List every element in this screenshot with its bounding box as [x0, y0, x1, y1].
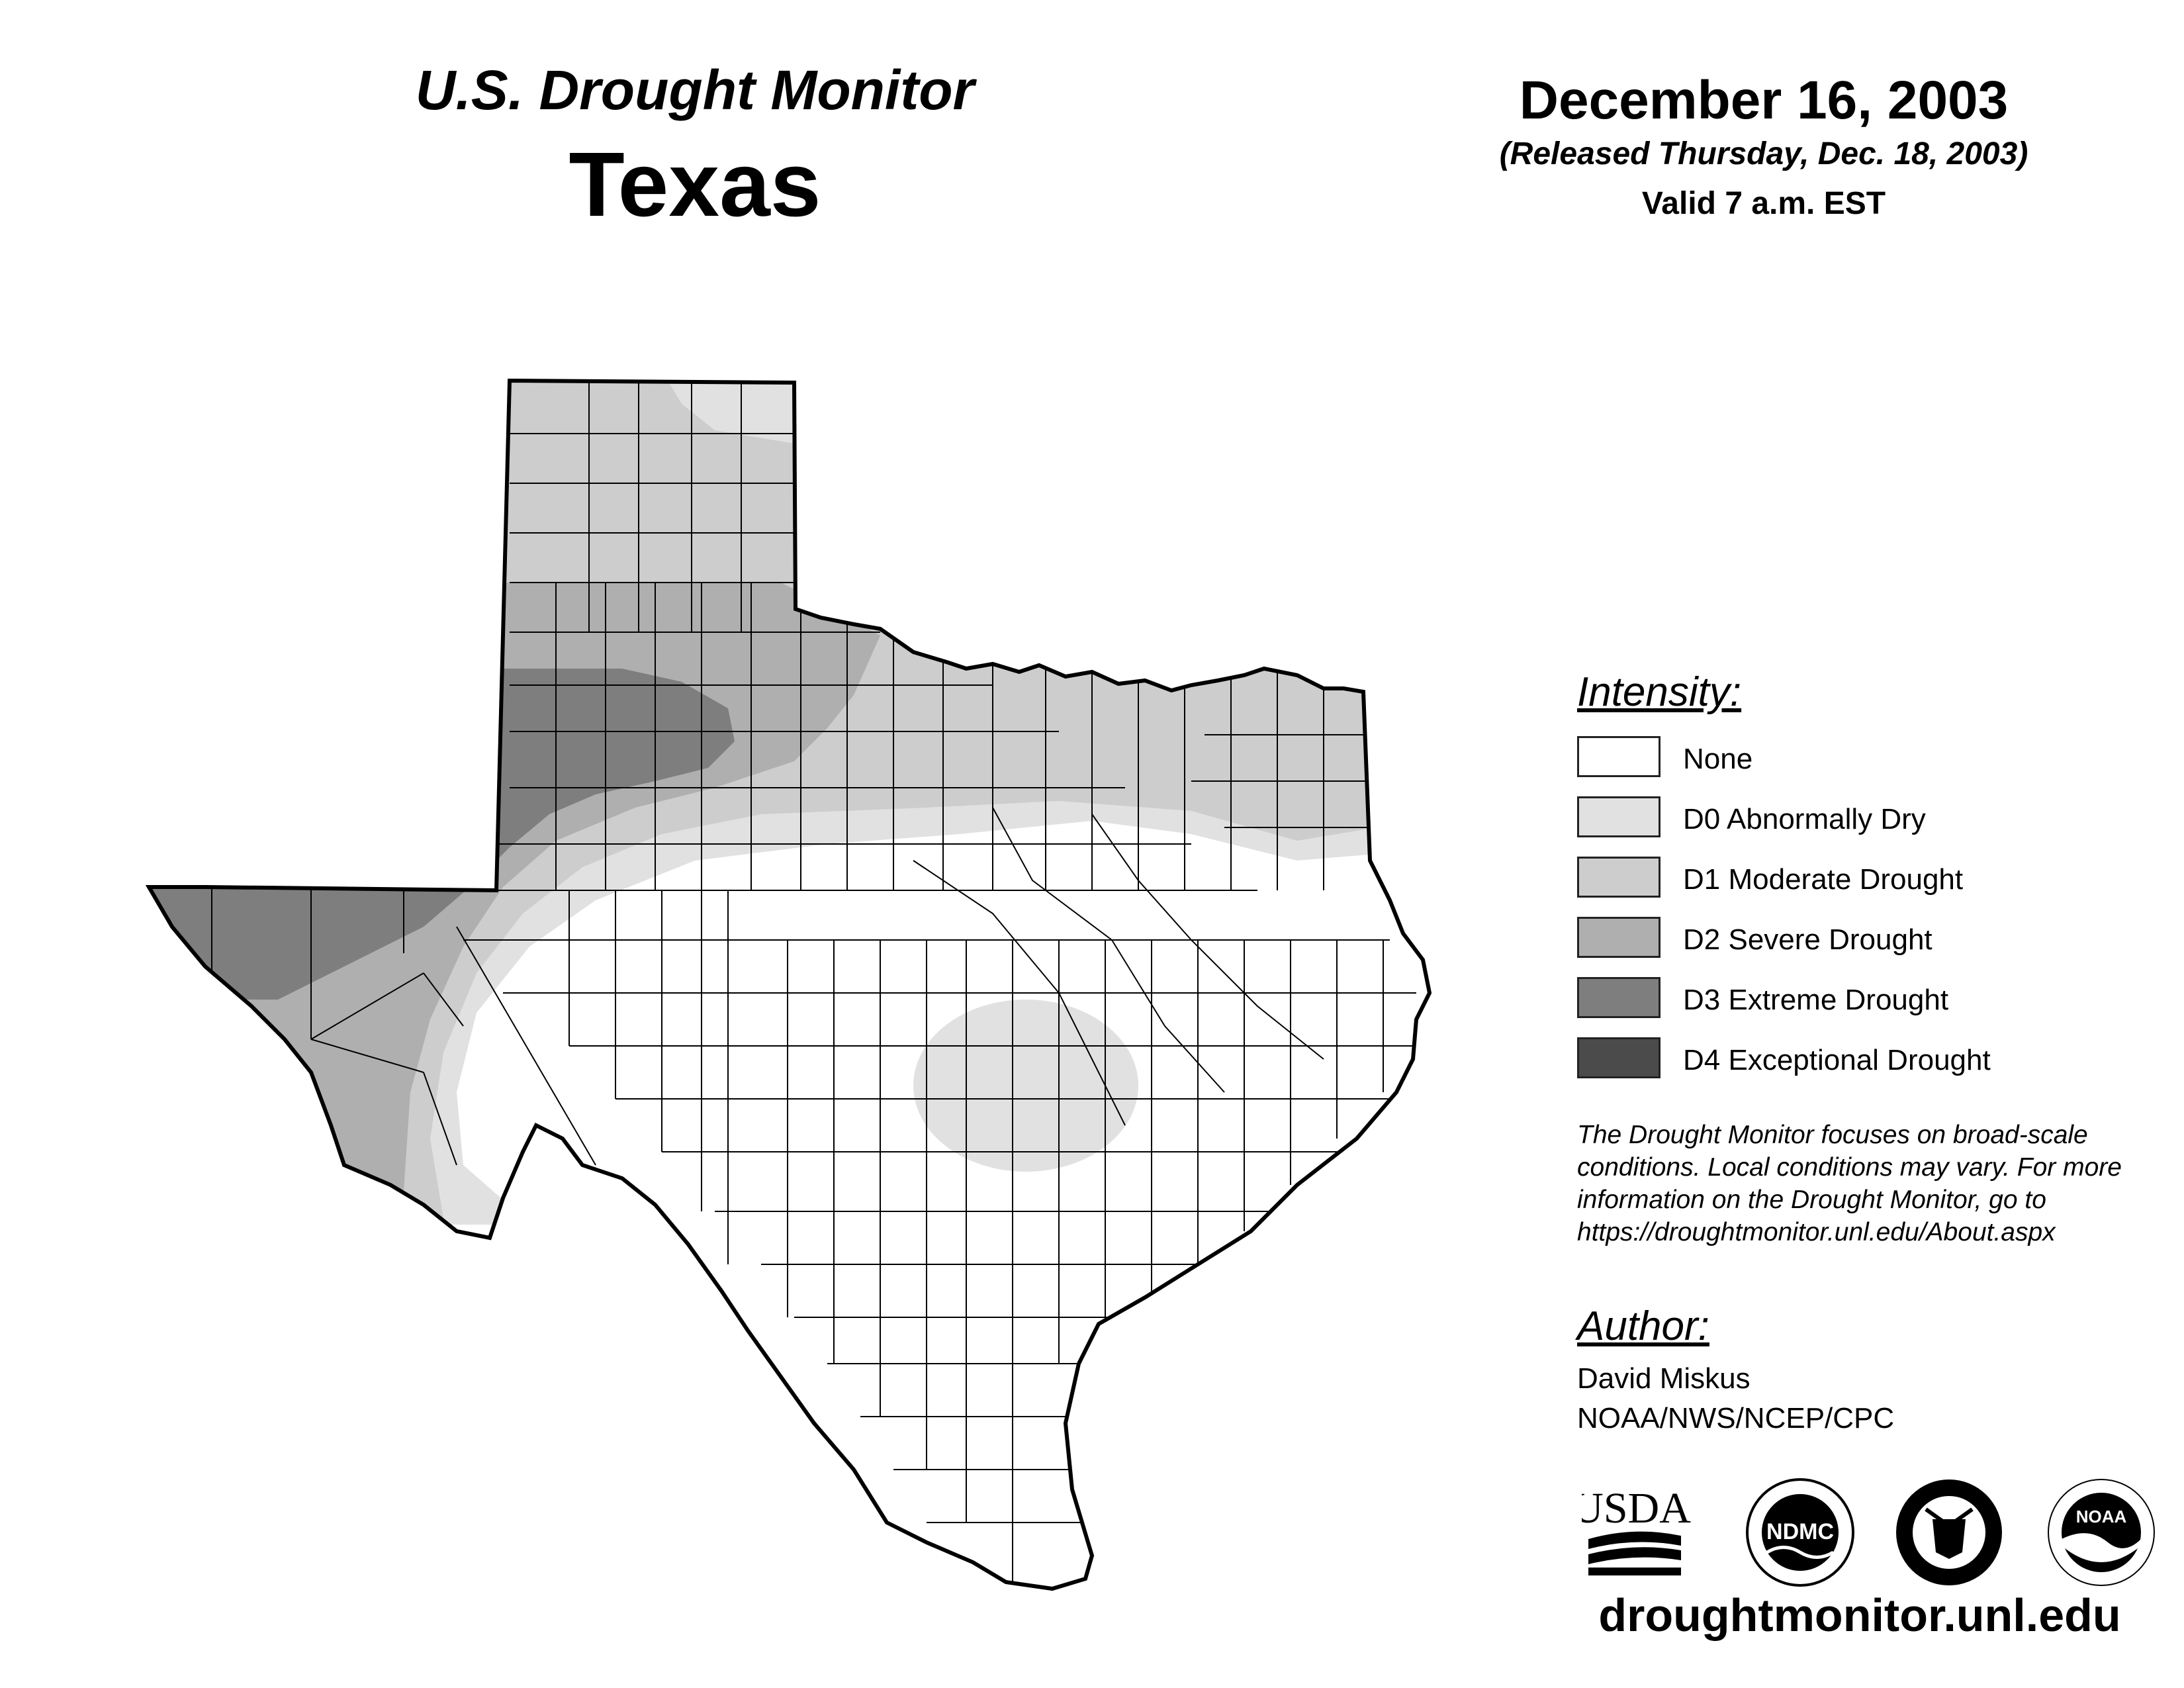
- legend-swatch: [1577, 917, 1661, 958]
- author-name: David Miskus: [1577, 1362, 1751, 1395]
- usda-logo-text: USDA: [1582, 1484, 1691, 1532]
- valid-time: Valid 7 a.m. EST: [1641, 186, 1886, 221]
- region-title: Texas: [569, 134, 821, 236]
- legend-label: None: [1683, 743, 1753, 775]
- ndmc-logo-text: NDMC: [1766, 1519, 1834, 1544]
- author-title: Author:: [1577, 1303, 1709, 1349]
- ndmc-logo: NDMC: [1746, 1478, 1854, 1587]
- author-org: NOAA/NWS/NCEP/CPC: [1577, 1402, 1895, 1434]
- agency-logos: USDA NDMC NOAA: [1582, 1478, 2155, 1587]
- legend-title: Intensity:: [1577, 669, 1742, 715]
- map-title: U.S. Drought Monitor: [415, 59, 975, 121]
- noaa-logo-text: NOAA: [2076, 1507, 2127, 1526]
- area-d0-central: [913, 1000, 1138, 1172]
- county-lines: [211, 381, 1416, 1582]
- disclaimer-line: information on the Drought Monitor, go t…: [1577, 1186, 2046, 1214]
- legend-label: D3 Extreme Drought: [1683, 984, 1949, 1016]
- legend-swatch: [1577, 736, 1661, 777]
- disclaimer-link[interactable]: https://droughtmonitor.unl.edu/About.asp…: [1577, 1218, 2056, 1246]
- legend-label: D0 Abnormally Dry: [1683, 803, 1926, 835]
- website-link[interactable]: droughtmonitor.unl.edu: [1598, 1589, 2121, 1641]
- legend-swatch: [1577, 1037, 1661, 1078]
- legend-label: D2 Severe Drought: [1683, 923, 1933, 956]
- noaa-logo: NOAA: [2048, 1479, 2155, 1586]
- legend-swatch: [1577, 977, 1661, 1018]
- legend-label: D4 Exceptional Drought: [1683, 1044, 1991, 1076]
- map-date: December 16, 2003: [1519, 70, 2009, 130]
- texas-outline: [145, 378, 1432, 1591]
- disclaimer-line: The Drought Monitor focuses on broad-sca…: [1577, 1121, 2088, 1149]
- legend-swatch: [1577, 857, 1661, 898]
- disclaimer-line: conditions. Local conditions may vary. F…: [1577, 1153, 2122, 1182]
- usda-logo: USDA: [1582, 1484, 1691, 1575]
- release-date: (Released Thursday, Dec. 18, 2003): [1499, 136, 2028, 171]
- legend-swatch: [1577, 796, 1661, 837]
- commerce-seal-logo: [1896, 1479, 2002, 1585]
- disclaimer-text: The Drought Monitor focuses on broad-sca…: [1577, 1119, 2173, 1248]
- legend-label: D1 Moderate Drought: [1683, 863, 1964, 896]
